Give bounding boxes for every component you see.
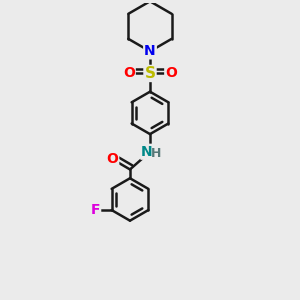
Text: H: H <box>151 147 162 160</box>
Text: O: O <box>123 66 135 80</box>
Text: O: O <box>106 152 118 166</box>
Text: S: S <box>145 66 155 81</box>
Text: N: N <box>141 145 153 159</box>
Text: F: F <box>91 203 100 217</box>
Text: O: O <box>165 66 177 80</box>
Text: N: N <box>144 44 156 58</box>
